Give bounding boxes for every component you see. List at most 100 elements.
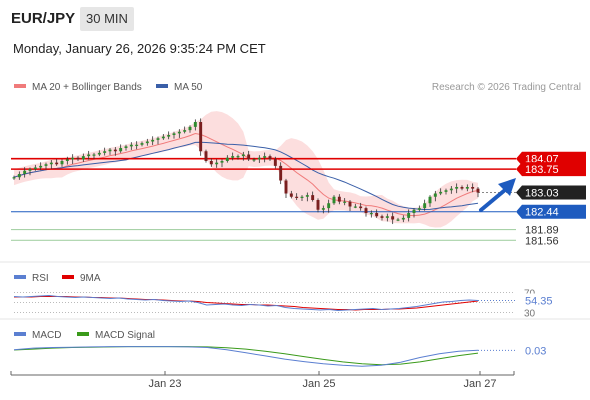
- candle-body: [119, 148, 123, 152]
- support-label: 181.89: [525, 225, 559, 237]
- x-tick-label: Jan 25: [302, 378, 335, 390]
- candle-body: [369, 213, 373, 215]
- candle-body: [108, 149, 112, 152]
- forecast-arrow-shaft: [479, 188, 507, 212]
- candle-body: [337, 196, 341, 202]
- candle-body: [327, 203, 331, 209]
- candle-body: [60, 161, 64, 165]
- forecast-arrow-head: [498, 178, 516, 196]
- timestamp: Monday, January 26, 2026 9:35:24 PM CET: [13, 41, 266, 56]
- candle-body: [247, 154, 251, 160]
- candle-body: [71, 157, 75, 160]
- candle-body: [124, 146, 128, 148]
- candle-body: [401, 217, 405, 220]
- ma20-legend-swatch: [14, 84, 26, 88]
- rsi-line: [13, 294, 479, 312]
- ma50-legend-swatch: [156, 84, 168, 88]
- candle-body: [311, 195, 315, 200]
- price-levels: [11, 157, 516, 241]
- candle-body: [375, 213, 379, 217]
- symbol-label: EUR/JPY: [11, 10, 76, 27]
- candle-body: [428, 196, 432, 204]
- candle-body: [65, 159, 69, 161]
- macd-value-label: 0.03: [525, 345, 546, 357]
- ma9-legend-label: 9MA: [80, 273, 101, 284]
- candle-body: [81, 156, 85, 160]
- candle-body: [417, 208, 421, 210]
- candle-body: [167, 135, 171, 137]
- candle-body: [55, 162, 59, 165]
- candle-body: [161, 136, 165, 139]
- candle-body: [273, 159, 277, 166]
- candle-body: [423, 203, 427, 209]
- candle-body: [97, 152, 101, 155]
- candle-body: [28, 169, 32, 171]
- candle-body: [359, 206, 363, 209]
- candle-body: [87, 154, 91, 157]
- candle-body: [17, 174, 21, 178]
- candle-body: [252, 159, 256, 161]
- candle-body: [471, 187, 475, 189]
- last-price-box: [516, 185, 586, 200]
- candles: [12, 118, 480, 225]
- candle-body: [444, 190, 448, 192]
- candle-body: [476, 188, 480, 193]
- timeframe-button[interactable]: 30 MIN: [80, 7, 134, 31]
- candle-body: [209, 161, 213, 165]
- candle-body: [135, 144, 139, 146]
- x-axis: Jan 23 Jan 25 Jan 27: [10, 371, 515, 390]
- rsi-value-bg: [522, 293, 556, 307]
- support-box: [516, 204, 586, 219]
- candle-body: [220, 161, 224, 163]
- moving-averages: [13, 132, 479, 217]
- candle-body: [439, 191, 443, 194]
- candle-body: [204, 151, 208, 161]
- x-tick-label: Jan 27: [463, 378, 496, 390]
- ma50-line: [13, 141, 479, 211]
- candle-body: [455, 187, 459, 189]
- candle-body: [407, 213, 411, 218]
- ma50-legend-label: MA 50: [174, 82, 203, 93]
- ma20-line: [13, 132, 479, 217]
- candle-body: [257, 157, 261, 160]
- candle-body: [380, 216, 384, 218]
- macd-legend-swatch: [14, 332, 26, 336]
- candle-body: [39, 165, 43, 168]
- candle-body: [33, 167, 37, 170]
- candle-body: [391, 216, 395, 220]
- candle-body: [241, 154, 245, 157]
- candle-body: [129, 144, 133, 147]
- candle-body: [343, 201, 347, 203]
- candle-body: [215, 162, 219, 165]
- candle-body: [183, 130, 187, 132]
- candle-body: [305, 195, 309, 197]
- support-label: 181.56: [525, 235, 559, 247]
- candle-body: [284, 180, 288, 194]
- resistance-box: [516, 162, 586, 177]
- candle-body: [151, 139, 155, 142]
- candle-body: [231, 156, 235, 158]
- signal-legend-label: MACD Signal: [95, 330, 155, 341]
- rsi-value-label: 54.35: [525, 296, 553, 308]
- candle-body: [103, 151, 107, 153]
- candle-body: [316, 200, 320, 210]
- candle-body: [263, 156, 267, 158]
- macd-signal-line: [13, 346, 479, 366]
- candle-body: [300, 196, 304, 198]
- candle-body: [92, 154, 96, 156]
- candle-body: [385, 216, 389, 218]
- ma9-legend-swatch: [62, 275, 74, 279]
- candle-body: [465, 187, 469, 189]
- candle-body: [156, 138, 160, 140]
- candle-body: [449, 188, 453, 191]
- candle-body: [23, 170, 27, 174]
- candle-body: [460, 187, 464, 189]
- candle-body: [44, 164, 48, 166]
- candle-body: [321, 208, 325, 210]
- support-label: 182.44: [525, 207, 559, 219]
- macd-legend-label: MACD: [32, 330, 61, 341]
- ma20-legend-label: MA 20 + Bollinger Bands: [32, 82, 142, 93]
- rsi-legend-label: RSI: [32, 273, 49, 284]
- candle-body: [279, 165, 283, 181]
